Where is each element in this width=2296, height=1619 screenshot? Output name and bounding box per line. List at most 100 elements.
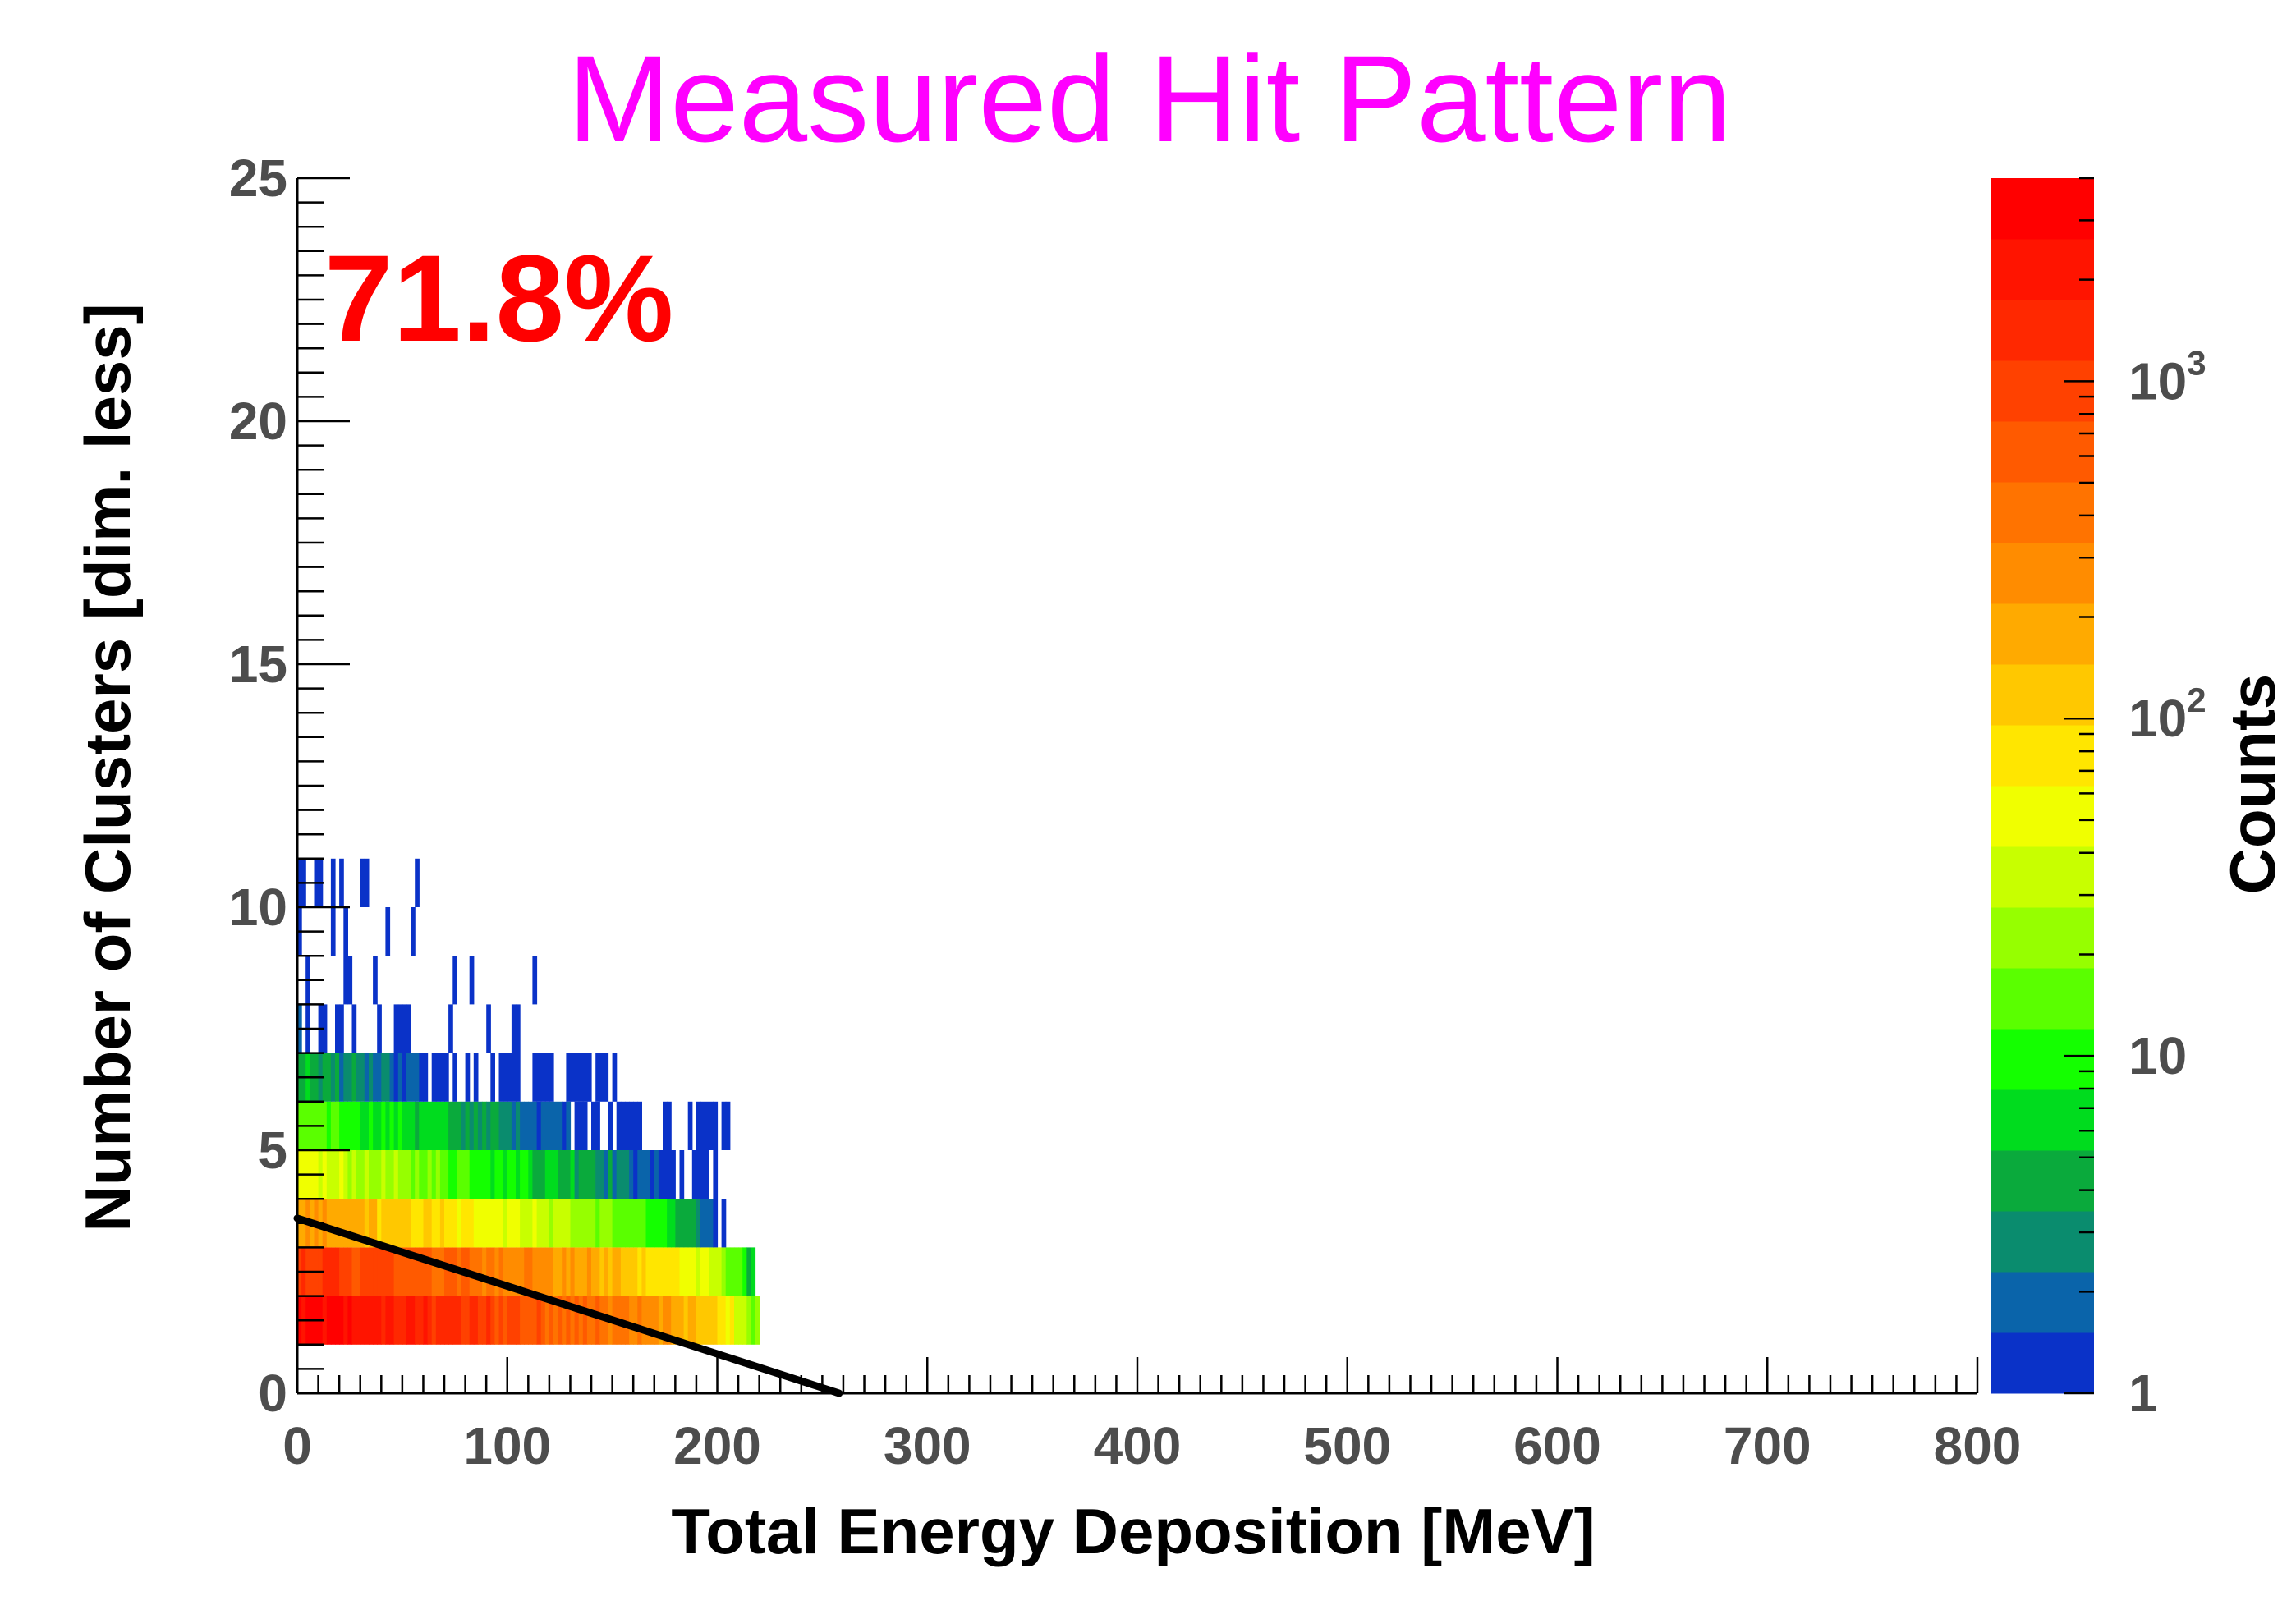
heatmap-cell (397, 1053, 403, 1102)
heatmap-cell (330, 907, 336, 956)
heatmap-cell (473, 1247, 479, 1296)
y-tick-label: 25 (229, 149, 287, 208)
heatmap-cell (423, 1296, 429, 1345)
cut-line-layer (293, 1214, 843, 1397)
heatmap-cell (415, 1199, 420, 1248)
x-tick-label: 400 (1094, 1416, 1182, 1475)
heatmap-cell (650, 1247, 655, 1296)
heatmap-cell (402, 1053, 407, 1102)
heatmap-cell (439, 1053, 445, 1102)
heatmap-cell (616, 1150, 622, 1199)
heatmap-cell (351, 1101, 357, 1150)
heatmap-cell (582, 1296, 588, 1345)
heatmap-cell (402, 1199, 407, 1248)
heatmap-cell (507, 1101, 512, 1150)
heatmap-cell (415, 1150, 420, 1199)
heatmap-cell (411, 1150, 416, 1199)
heatmap-cell (381, 1101, 386, 1150)
heatmap-cell (608, 1247, 613, 1296)
heatmap-cell (663, 1199, 668, 1248)
heatmap-cell (435, 1247, 441, 1296)
heatmap-cell (343, 1150, 348, 1199)
heatmap-cell (381, 1247, 386, 1296)
heatmap-cell (663, 1296, 668, 1345)
heatmap-cell (490, 1053, 495, 1102)
heatmap-cell (658, 1247, 664, 1296)
x-tick-label: 200 (673, 1416, 761, 1475)
heatmap-cell (696, 1199, 701, 1248)
heatmap-cell (406, 1053, 411, 1102)
heatmap-cell (582, 1199, 588, 1248)
heatmap-cell (562, 1296, 567, 1345)
heatmap-cell (574, 1150, 580, 1199)
heatmap-cell (599, 1199, 604, 1248)
heatmap-cell (667, 1199, 672, 1248)
heatmap-cell (625, 1150, 630, 1199)
heatmap-cell (654, 1247, 659, 1296)
heatmap-cell (439, 1296, 445, 1345)
heatmap-cell (734, 1296, 739, 1345)
heatmap-cell (435, 1101, 441, 1150)
heatmap-cell (625, 1199, 630, 1248)
heatmap-cell (755, 1296, 760, 1345)
heatmap-cell (415, 1296, 420, 1345)
heatmap-cell (326, 1199, 332, 1248)
heatmap-cell (637, 1150, 642, 1199)
heatmap-cell (574, 1247, 580, 1296)
palette-band (1991, 1272, 2094, 1333)
heatmap-cell (465, 1150, 471, 1199)
heatmap-cell (490, 1296, 495, 1345)
heatmap-cell (444, 1247, 449, 1296)
heatmap-cell (503, 1247, 508, 1296)
heatmap-cell (444, 1199, 449, 1248)
heatmap-cell (473, 1199, 479, 1248)
palette-band (1991, 300, 2094, 361)
heatmap-cell (452, 1053, 457, 1102)
heatmap-cell (544, 1150, 550, 1199)
heatmap-cell (604, 1053, 609, 1102)
heatmap-cell (629, 1150, 634, 1199)
heatmap-cell (373, 1199, 378, 1248)
heatmap-cell (637, 1296, 642, 1345)
heatmap-cell (562, 1101, 567, 1150)
heatmap-cell (465, 1101, 471, 1150)
y-tick-label: 0 (258, 1364, 287, 1423)
heatmap-cell (494, 1296, 500, 1345)
heatmap-cell (700, 1150, 705, 1199)
heatmap-cell (347, 1296, 353, 1345)
heatmap-cell (604, 1199, 609, 1248)
heatmap-cell (658, 1296, 664, 1345)
heatmap-cell (473, 1053, 479, 1102)
heatmap-cell (431, 1199, 437, 1248)
heatmap-cell (369, 1150, 374, 1199)
heatmap-cell (528, 1296, 533, 1345)
heatmap-cell (507, 1150, 512, 1199)
heatmap-cell (343, 1199, 348, 1248)
heatmap-cell (729, 1296, 735, 1345)
heatmap-cell (389, 1199, 395, 1248)
heatmap-cell (562, 1247, 567, 1296)
heatmap-cell (532, 1296, 538, 1345)
heatmap-cell (402, 1247, 407, 1296)
heatmap-cell (705, 1199, 709, 1248)
heatmap-cell (578, 1247, 584, 1296)
heatmap-cell (486, 1150, 491, 1199)
heatmap-cell (330, 1247, 336, 1296)
heatmap-cell (360, 1247, 365, 1296)
heatmap-cell (326, 1101, 332, 1150)
heatmap-cell (528, 1150, 533, 1199)
heatmap-cell (431, 1101, 437, 1150)
heatmap-cell (389, 1296, 395, 1345)
x-tick-label: 100 (463, 1416, 551, 1475)
heatmap-cell (507, 1053, 512, 1102)
heatmap-cell (393, 1101, 399, 1150)
heatmap-cell (532, 1199, 538, 1248)
heatmap-cell (339, 1199, 344, 1248)
heatmap-cell (612, 1053, 618, 1102)
heatmap-cell (427, 1199, 433, 1248)
heatmap-cell (469, 956, 475, 1005)
heatmap-cell (385, 1150, 391, 1199)
heatmap-cell (696, 1296, 701, 1345)
heatmap-cell (633, 1150, 638, 1199)
x-tick-label: 600 (1513, 1416, 1601, 1475)
